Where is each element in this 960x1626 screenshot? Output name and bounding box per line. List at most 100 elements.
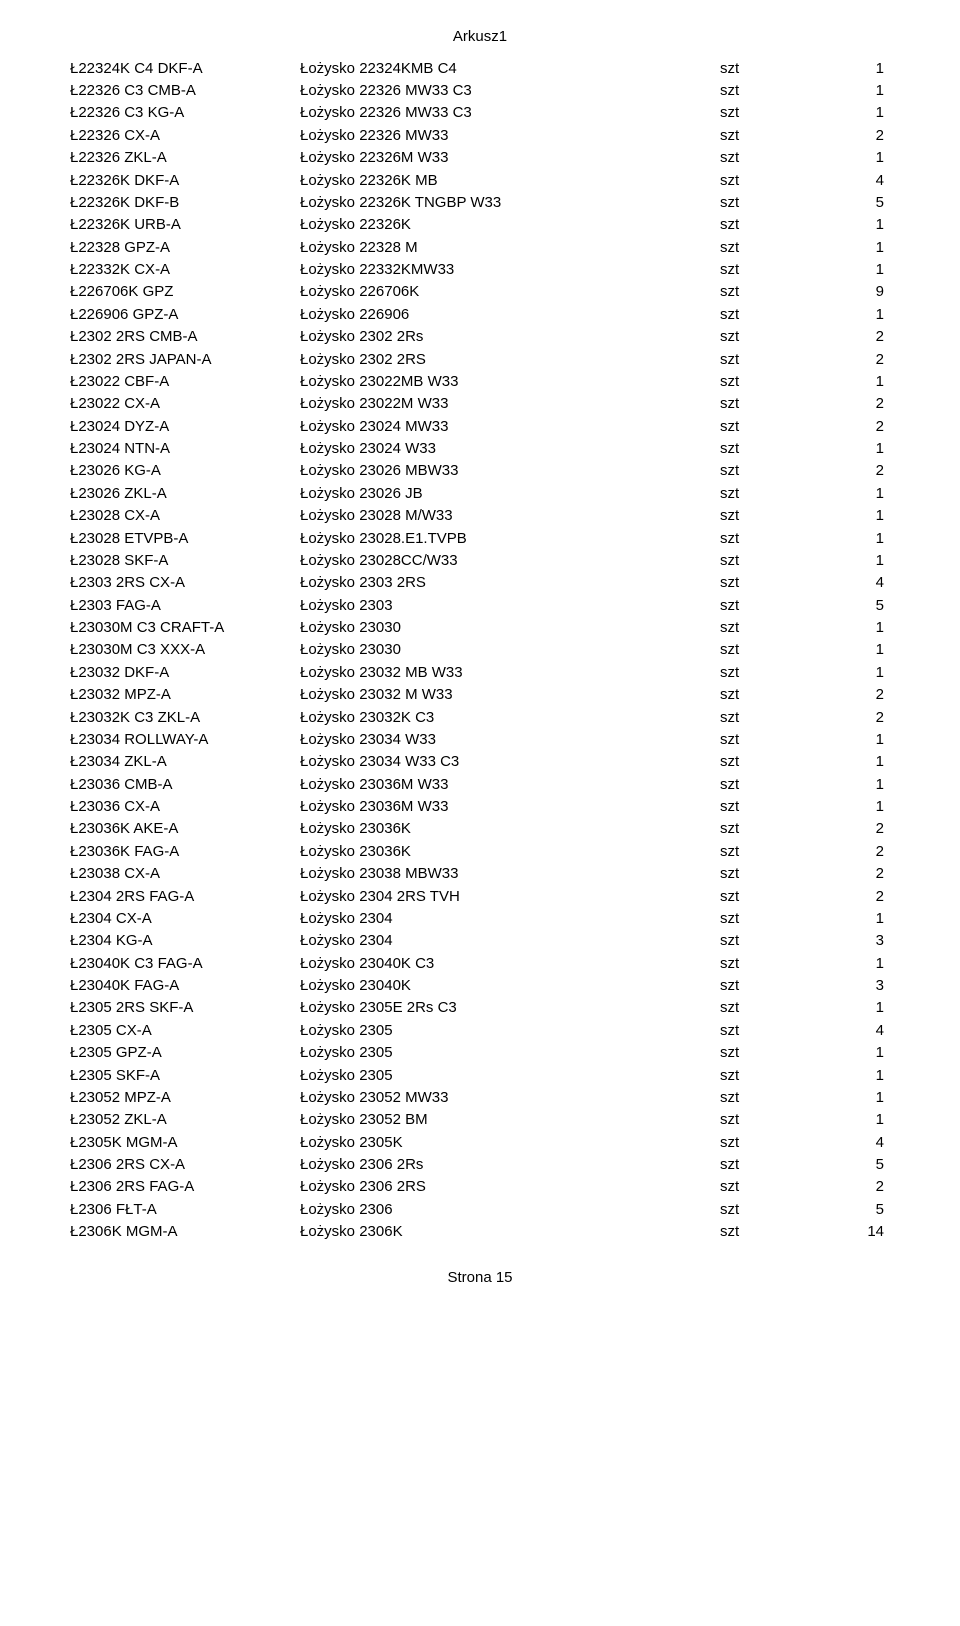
cell-code: Ł22326 CX-A [70,124,300,146]
table-row: Ł23034 ROLLWAY-AŁożysko 23034 W33szt1 [70,728,890,750]
cell-code: Ł23036K AKE-A [70,818,300,840]
cell-qty: 1 [780,236,890,258]
cell-qty: 1 [780,728,890,750]
table-row: Ł23024 NTN-AŁożysko 23024 W33szt1 [70,437,890,459]
cell-code: Ł22328 GPZ-A [70,236,300,258]
cell-desc: Łożysko 22324KMB C4 [300,57,720,79]
cell-unit: szt [720,728,780,750]
cell-code: Ł23026 KG-A [70,460,300,482]
cell-qty: 2 [780,460,890,482]
cell-desc: Łożysko 2302 2Rs [300,326,720,348]
cell-desc: Łożysko 22326 MW33 [300,124,720,146]
cell-unit: szt [720,236,780,258]
cell-code: Ł2305K MGM-A [70,1131,300,1153]
cell-desc: Łożysko 2304 2RS TVH [300,885,720,907]
cell-unit: szt [720,437,780,459]
cell-qty: 1 [780,79,890,101]
cell-qty: 1 [780,102,890,124]
cell-qty: 1 [780,303,890,325]
cell-unit: szt [720,751,780,773]
cell-code: Ł2302 2RS JAPAN-A [70,348,300,370]
table-row: Ł23032K C3 ZKL-AŁożysko 23032K C3szt2 [70,706,890,728]
cell-desc: Łożysko 23028.E1.TVPB [300,527,720,549]
cell-desc: Łożysko 23034 W33 C3 [300,751,720,773]
cell-unit: szt [720,147,780,169]
cell-code: Ł23022 CX-A [70,393,300,415]
table-row: Ł23040K FAG-AŁożysko 23040Kszt3 [70,974,890,996]
cell-desc: Łożysko 23032 M W33 [300,684,720,706]
cell-code: Ł23032 MPZ-A [70,684,300,706]
cell-desc: Łożysko 22326 MW33 C3 [300,79,720,101]
cell-unit: szt [720,482,780,504]
cell-desc: Łożysko 23036M W33 [300,773,720,795]
table-row: Ł23038 CX-AŁożysko 23038 MBW33szt2 [70,863,890,885]
cell-code: Ł22326 C3 CMB-A [70,79,300,101]
cell-qty: 1 [780,1042,890,1064]
cell-code: Ł22324K C4 DKF-A [70,57,300,79]
cell-qty: 1 [780,437,890,459]
cell-unit: szt [720,102,780,124]
cell-unit: szt [720,460,780,482]
cell-desc: Łożysko 2302 2RS [300,348,720,370]
cell-code: Ł23032 DKF-A [70,661,300,683]
cell-code: Ł23032K C3 ZKL-A [70,706,300,728]
table-row: Ł22324K C4 DKF-AŁożysko 22324KMB C4szt1 [70,57,890,79]
cell-code: Ł23024 DYZ-A [70,415,300,437]
cell-qty: 2 [780,1176,890,1198]
table-row: Ł2304 KG-AŁożysko 2304szt3 [70,930,890,952]
cell-qty: 4 [780,1019,890,1041]
cell-code: Ł2306K MGM-A [70,1221,300,1243]
cell-qty: 2 [780,706,890,728]
table-row: Ł23026 KG-AŁożysko 23026 MBW33szt2 [70,460,890,482]
cell-unit: szt [720,303,780,325]
cell-unit: szt [720,773,780,795]
cell-desc: Łożysko 23040K C3 [300,952,720,974]
data-table: Ł22324K C4 DKF-AŁożysko 22324KMB C4szt1Ł… [70,57,890,1243]
table-row: Ł2302 2RS JAPAN-AŁożysko 2302 2RSszt2 [70,348,890,370]
cell-qty: 4 [780,169,890,191]
cell-desc: Łożysko 23040K [300,974,720,996]
cell-qty: 1 [780,370,890,392]
table-row: Ł2302 2RS CMB-AŁożysko 2302 2Rsszt2 [70,326,890,348]
cell-desc: Łożysko 23028CC/W33 [300,549,720,571]
cell-qty: 1 [780,482,890,504]
cell-code: Ł226906 GPZ-A [70,303,300,325]
document-page: Arkusz1 Ł22324K C4 DKF-AŁożysko 22324KMB… [0,0,960,1326]
table-row: Ł22326 C3 KG-AŁożysko 22326 MW33 C3szt1 [70,102,890,124]
cell-qty: 1 [780,795,890,817]
table-row: Ł22326 ZKL-AŁożysko 22326M W33szt1 [70,147,890,169]
table-row: Ł2306K MGM-AŁożysko 2306Kszt14 [70,1221,890,1243]
cell-code: Ł2305 GPZ-A [70,1042,300,1064]
table-row: Ł23022 CBF-AŁożysko 23022MB W33szt1 [70,370,890,392]
cell-code: Ł2305 CX-A [70,1019,300,1041]
table-row: Ł2303 2RS CX-AŁożysko 2303 2RSszt4 [70,572,890,594]
table-row: Ł23026 ZKL-AŁożysko 23026 JBszt1 [70,482,890,504]
cell-qty: 2 [780,885,890,907]
cell-desc: Łożysko 2306K [300,1221,720,1243]
table-row: Ł226706K GPZŁożysko 226706Kszt9 [70,281,890,303]
table-row: Ł23052 MPZ-AŁożysko 23052 MW33szt1 [70,1086,890,1108]
cell-code: Ł2304 2RS FAG-A [70,885,300,907]
cell-unit: szt [720,79,780,101]
cell-unit: szt [720,549,780,571]
cell-unit: szt [720,863,780,885]
cell-desc: Łożysko 2305K [300,1131,720,1153]
cell-desc: Łożysko 23024 W33 [300,437,720,459]
cell-desc: Łożysko 23052 BM [300,1109,720,1131]
cell-unit: szt [720,795,780,817]
cell-qty: 2 [780,818,890,840]
cell-desc: Łożysko 2305 [300,1019,720,1041]
cell-code: Ł23026 ZKL-A [70,482,300,504]
cell-qty: 1 [780,1064,890,1086]
cell-code: Ł23034 ROLLWAY-A [70,728,300,750]
cell-qty: 1 [780,505,890,527]
cell-unit: szt [720,1086,780,1108]
cell-unit: szt [720,1153,780,1175]
cell-code: Ł2305 2RS SKF-A [70,997,300,1019]
cell-desc: Łożysko 23024 MW33 [300,415,720,437]
cell-qty: 1 [780,907,890,929]
cell-unit: szt [720,1109,780,1131]
cell-code: Ł23030M C3 CRAFT-A [70,616,300,638]
cell-code: Ł23034 ZKL-A [70,751,300,773]
cell-unit: szt [720,281,780,303]
